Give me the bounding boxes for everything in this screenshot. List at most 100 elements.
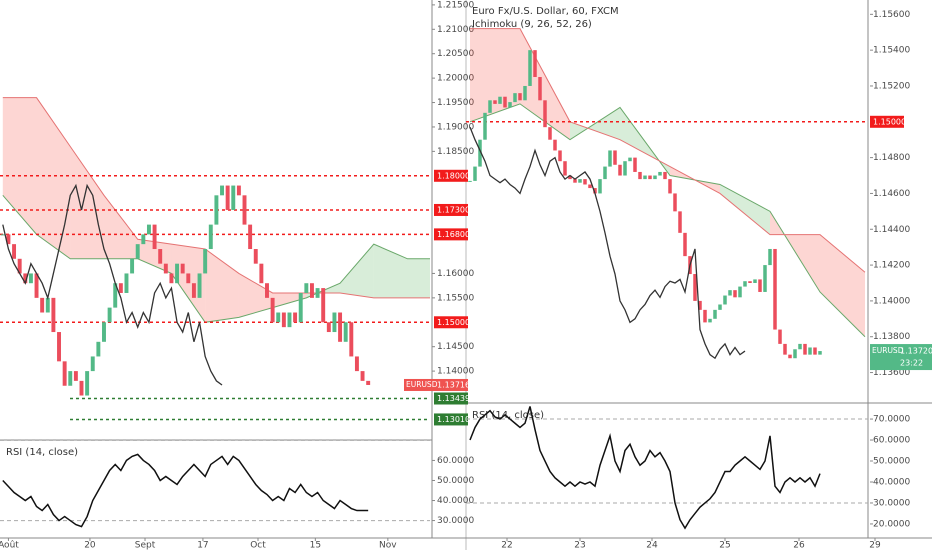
candle	[508, 102, 512, 108]
level-label-box	[434, 169, 468, 182]
candle	[276, 312, 281, 323]
candle	[220, 185, 224, 196]
candle	[309, 283, 314, 298]
last-price-name: EURUSD	[406, 380, 438, 389]
x-tick-label: 26	[793, 541, 805, 550]
candle	[51, 297, 56, 333]
x-tick-label: 17	[197, 541, 208, 550]
candle	[343, 322, 348, 342]
candle	[130, 258, 135, 274]
candle	[107, 307, 112, 323]
candle	[326, 322, 331, 333]
candle	[197, 273, 202, 298]
candle	[598, 179, 602, 194]
candle	[57, 332, 61, 362]
candle	[468, 180, 472, 182]
cloud-fill	[103, 195, 138, 259]
candle	[483, 112, 487, 140]
level-label: 1.15000	[437, 318, 470, 327]
level-label-box	[434, 228, 468, 241]
candle	[304, 283, 309, 293]
x-tick-label: 24	[646, 541, 658, 550]
rsi-title: RSI (14, close)	[472, 410, 544, 421]
candle	[45, 297, 50, 313]
x-tick-label: 29	[869, 541, 881, 550]
candle	[588, 184, 592, 189]
y-tick-label: 1.18500	[437, 147, 474, 157]
candle	[648, 175, 652, 180]
candle	[623, 161, 627, 176]
cloud-fill	[306, 283, 341, 298]
level-label: 1.16800	[437, 230, 470, 239]
cloud-fill	[36, 97, 71, 259]
y-tick-label: 1.14000	[873, 296, 910, 306]
candle	[643, 175, 647, 180]
candle	[758, 279, 762, 292]
y-tick-label: 1.14400	[873, 225, 910, 235]
rsi-tick-label: 50.0000	[873, 457, 910, 467]
candle	[40, 297, 45, 313]
candle	[493, 100, 497, 104]
candle	[573, 179, 577, 183]
candle	[533, 50, 537, 78]
candle	[265, 283, 269, 298]
last-price-box	[404, 378, 468, 391]
y-tick-label: 1.15400	[873, 46, 910, 56]
candle	[6, 234, 11, 245]
cloud-fill	[272, 292, 307, 308]
y-tick-label: 1.14500	[437, 342, 474, 352]
candle	[287, 312, 292, 328]
y-tick-label: 1.20500	[437, 49, 474, 59]
candle	[253, 249, 258, 264]
candle	[673, 193, 677, 212]
x-tick-label: 22	[501, 541, 512, 550]
last-price-label: 1.13720	[900, 347, 932, 356]
cloud-span-a	[2, 194, 430, 323]
candle	[68, 371, 73, 386]
rsi-tick-label: 50.0000	[437, 476, 474, 486]
candle	[563, 161, 567, 176]
x-tick-label: Nov	[379, 541, 397, 550]
y-tick-label: 1.21500	[437, 0, 474, 10]
lagging-span	[2, 183, 223, 386]
cloud-fill	[137, 239, 172, 274]
candle	[478, 139, 482, 167]
candle	[698, 300, 702, 310]
candle	[658, 171, 662, 176]
candle	[778, 329, 782, 344]
candle	[768, 248, 772, 266]
y-tick-label: 1.20000	[437, 74, 474, 84]
candle	[141, 234, 146, 245]
candle	[0, 234, 5, 236]
cloud-span-b	[2, 97, 430, 299]
candle	[17, 258, 22, 274]
rsi-tick-label: 40.0000	[437, 496, 474, 506]
candle	[653, 175, 657, 180]
level-label-box	[434, 392, 468, 405]
candle	[102, 322, 106, 342]
candle	[703, 309, 707, 323]
candle	[803, 343, 807, 355]
last-price-box	[870, 344, 932, 371]
candle	[349, 322, 354, 357]
candle	[163, 263, 168, 274]
candle	[548, 127, 552, 140]
candle	[718, 304, 722, 310]
y-tick-label: 1.14800	[873, 153, 910, 163]
y-tick-label: 1.13600	[873, 368, 910, 378]
candle	[543, 100, 547, 128]
candle	[528, 50, 532, 86]
candle	[231, 185, 236, 210]
candle	[748, 281, 752, 283]
cloud-fill	[2, 97, 37, 235]
candle	[583, 179, 587, 185]
candle	[90, 356, 95, 372]
candle	[354, 356, 359, 372]
rsi-tick-label: 20.0000	[873, 519, 910, 529]
chart-title: Euro Fx/U.S. Dollar, 60, FXCM	[472, 6, 619, 17]
candle	[633, 157, 637, 172]
candle	[180, 263, 185, 274]
candle	[186, 273, 191, 284]
candle	[28, 273, 33, 284]
candle	[248, 224, 253, 250]
